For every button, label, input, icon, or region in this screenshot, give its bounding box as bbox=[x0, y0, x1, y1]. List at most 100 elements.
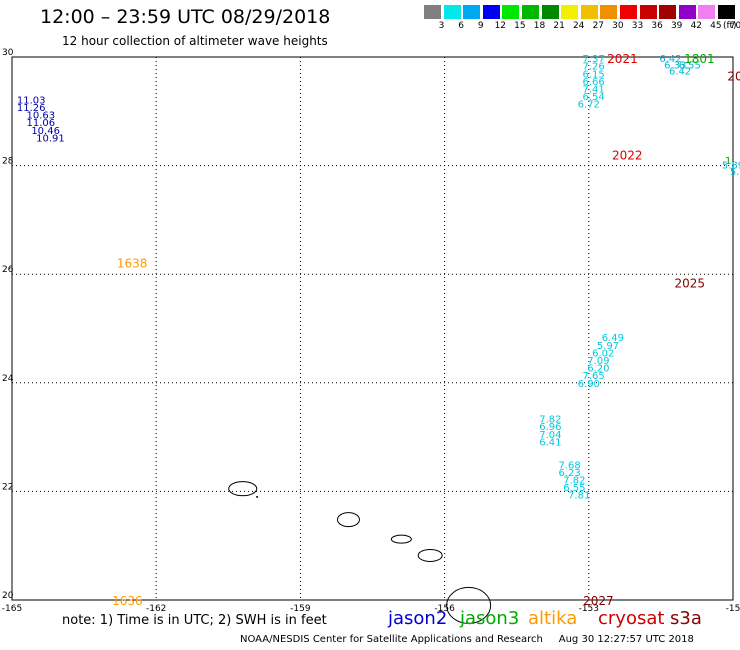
mission-cryosat: cryosat bbox=[598, 608, 665, 629]
y-tick-label: 20 bbox=[2, 591, 14, 601]
swh-value-label: 7.68 bbox=[558, 460, 580, 471]
y-tick-label: 30 bbox=[2, 48, 14, 58]
swh-value-label: 5.5 bbox=[730, 167, 740, 178]
swh-value-label: 7.37 bbox=[582, 54, 604, 65]
footnote: note: 1) Time is in UTC; 2) SWH is in fe… bbox=[62, 613, 327, 628]
chart-title: 12:00 – 23:59 UTC 08/29/2018 bbox=[40, 6, 331, 28]
x-tick-label: -15 bbox=[726, 604, 740, 614]
pass-time-label: 2024 bbox=[727, 69, 740, 83]
swh-value-label: 6.33 bbox=[664, 61, 686, 72]
credit-line: NOAA/NESDIS Center for Satellite Applica… bbox=[240, 634, 694, 645]
colorbar-label: 21 bbox=[553, 21, 565, 31]
colorbar-swatch bbox=[502, 5, 520, 19]
colorbar-unit: (ft) bbox=[723, 21, 737, 31]
swh-value-label: 6.90 bbox=[578, 379, 600, 390]
swh-value-label: 7.82 bbox=[563, 475, 585, 486]
mission-s3a: s3a bbox=[670, 608, 702, 629]
swh-value-label: 7.82 bbox=[539, 415, 561, 426]
colorbar-swatch bbox=[639, 5, 657, 19]
mission-jason3: jason3 bbox=[460, 608, 520, 629]
colorbar-label: 6 bbox=[458, 21, 464, 31]
x-tick-label: -162 bbox=[146, 604, 166, 614]
pass-time-label: 2022 bbox=[612, 149, 643, 163]
swh-value-label: 11.06 bbox=[27, 118, 56, 129]
swh-value-label: 6.42 bbox=[659, 54, 681, 65]
colorbar-label: 9 bbox=[477, 21, 484, 31]
x-tick-label: -159 bbox=[290, 604, 311, 614]
plot-frame bbox=[11, 56, 734, 601]
pass-time-label: 2025 bbox=[674, 276, 705, 290]
swh-value-label: 7.41 bbox=[582, 84, 604, 95]
pass-time-label: 1638 bbox=[117, 256, 148, 270]
swh-value-label: 1 bbox=[725, 156, 731, 167]
swh-value-label: 6.23 bbox=[558, 468, 580, 479]
swh-value-label: 6.54 bbox=[582, 92, 604, 103]
colorbar-swatch bbox=[463, 5, 481, 19]
swh-value-label: 10.63 bbox=[27, 111, 56, 122]
colorbar-label: 45 bbox=[710, 21, 722, 31]
island-outline bbox=[417, 548, 443, 562]
swh-value-label: 6.66 bbox=[582, 77, 604, 88]
island-islet bbox=[256, 495, 259, 498]
colorbar-label: 30 bbox=[612, 21, 624, 31]
colorbar-swatch bbox=[600, 5, 618, 19]
colorbar-swatch bbox=[482, 5, 500, 19]
island-outline bbox=[446, 586, 492, 624]
colorbar-label: 24 bbox=[572, 21, 585, 31]
colorbar-swatch bbox=[659, 5, 677, 19]
colorbar-swatch bbox=[698, 5, 716, 19]
colorbar-label: 70 bbox=[729, 21, 740, 31]
mission-altika: altika bbox=[528, 608, 578, 629]
colorbar-label: 33 bbox=[631, 21, 644, 31]
y-tick-label: 24 bbox=[2, 374, 14, 384]
pass-time-label: 2027 bbox=[583, 594, 614, 608]
colorbar-label: 12 bbox=[494, 21, 507, 31]
colorbar-swatch bbox=[561, 5, 579, 19]
swh-value-label: 6.72 bbox=[578, 100, 600, 111]
colorbar-label: 18 bbox=[533, 21, 546, 31]
swh-value-label: 7.65 bbox=[582, 371, 604, 382]
swh-value-label: 6.41 bbox=[539, 437, 561, 448]
colorbar-label: 39 bbox=[670, 21, 683, 31]
swh-value-label: 5.97 bbox=[597, 341, 619, 352]
swh-value-label: 6.20 bbox=[587, 364, 609, 375]
colorbar-swatch bbox=[541, 5, 559, 19]
swh-value-label: 7.04 bbox=[539, 430, 561, 441]
x-tick-label: -165 bbox=[2, 604, 22, 614]
swh-value-label: 6.49 bbox=[602, 333, 624, 344]
pass-time-label: 1801 bbox=[684, 52, 715, 66]
x-tick-label: -153 bbox=[579, 604, 599, 614]
y-tick-label: 28 bbox=[2, 157, 14, 167]
swh-value-label: 11.26 bbox=[17, 103, 46, 114]
swh-value-label: 10.46 bbox=[31, 126, 60, 137]
island-outline bbox=[228, 481, 258, 497]
chart-subtitle: 12 hour collection of altimeter wave hei… bbox=[62, 34, 328, 48]
colorbar-swatch bbox=[522, 5, 539, 19]
x-tick-label: -156 bbox=[434, 604, 455, 614]
island-outline bbox=[336, 512, 360, 528]
colorbar-label: 27 bbox=[592, 21, 605, 31]
swh-value-label: 6.02 bbox=[592, 348, 614, 359]
swh-value-label: 6.42 bbox=[669, 67, 691, 78]
y-tick-label: 22 bbox=[2, 482, 13, 492]
pass-time-label: 2021 bbox=[607, 52, 638, 66]
colorbar-label: 15 bbox=[514, 21, 526, 31]
colorbar-swatch bbox=[424, 5, 441, 19]
mission-jason2: jason2 bbox=[388, 608, 448, 629]
swh-value-label: 6.55 bbox=[563, 483, 585, 494]
colorbar-label: 42 bbox=[690, 21, 703, 31]
swh-value-label: 10.91 bbox=[36, 133, 65, 144]
island-outline bbox=[390, 534, 412, 544]
colorbar-swatch bbox=[678, 5, 696, 19]
colorbar-swatch bbox=[580, 5, 598, 19]
colorbar-swatch bbox=[620, 5, 637, 19]
pass-time-label: 1636 bbox=[112, 594, 143, 608]
colorbar-label: 36 bbox=[651, 21, 663, 31]
swh-value-label: 7.26 bbox=[582, 62, 604, 73]
y-tick-label: 26 bbox=[2, 265, 14, 275]
colorbar-label: 3 bbox=[438, 21, 445, 31]
swh-value-label: 6.55 bbox=[679, 61, 701, 72]
swh-value-label: 6.96 bbox=[539, 422, 561, 433]
